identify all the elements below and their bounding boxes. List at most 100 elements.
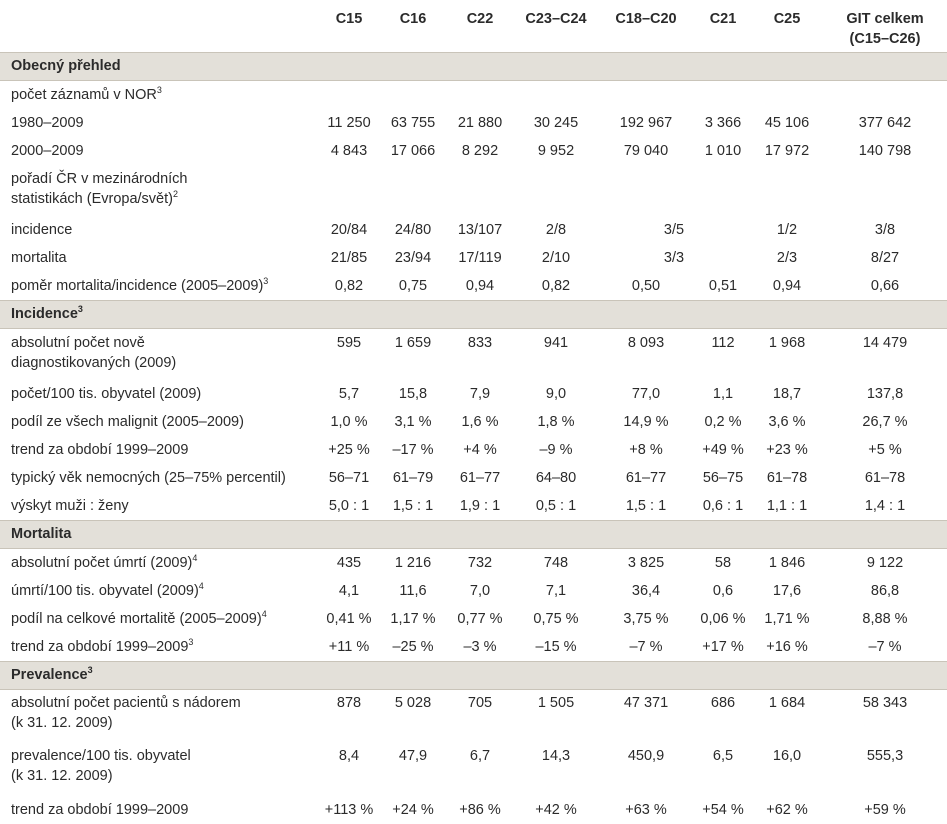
section-mortalita: Mortalita <box>0 519 947 549</box>
table-cell: +5 % <box>868 441 902 458</box>
table-cell: 941 <box>543 334 569 351</box>
table-cell: +25 % <box>328 441 370 458</box>
table-cell: 64–80 <box>535 469 577 486</box>
table-cell: –9 % <box>539 441 573 458</box>
table-cell: 7,0 <box>469 582 491 599</box>
row-label: trend za období 1999–2009 <box>11 441 189 458</box>
table-cell: +16 % <box>766 638 808 655</box>
table-cell: 3,75 % <box>623 610 669 627</box>
table-cell: 1 216 <box>394 554 432 571</box>
table-cell: 17 972 <box>764 142 810 159</box>
table-cell: 11,6 <box>399 582 427 599</box>
table-cell: 4,1 <box>338 582 360 599</box>
table-cell: 1,4 : 1 <box>864 497 906 514</box>
table-cell: 36,4 <box>631 582 661 599</box>
section-title: Mortalita <box>0 519 947 549</box>
table-cell: 1 968 <box>768 334 806 351</box>
table-cell: 1,1 : 1 <box>766 497 808 514</box>
row-label: absolutní počet úmrtí (2009)4 <box>0 548 317 577</box>
table-cell: –15 % <box>535 638 577 655</box>
table-row: absolutní počet úmrtí (2009)4 435 1 216 … <box>0 548 947 577</box>
table-row: pořadí ČR v mezinárodních statistikách (E… <box>0 165 947 216</box>
table-cell: 3/8 <box>874 221 896 238</box>
table-cell: 5 028 <box>394 694 432 711</box>
table-cell: 6,5 <box>712 747 734 764</box>
section-prevalence: Prevalence3 <box>0 660 947 690</box>
table-cell: +4 % <box>463 441 497 458</box>
table-cell: 17/119 <box>458 249 502 266</box>
table-row: počet/100 tis. obyvatel (2009) 5,7 15,8 … <box>0 380 947 408</box>
table-cell: 0,6 : 1 <box>702 497 744 514</box>
table-cell: 0,2 % <box>704 413 742 430</box>
table-cell: 1,6 % <box>461 413 499 430</box>
table-cell: +23 % <box>766 441 808 458</box>
table-cell: +17 % <box>702 638 744 655</box>
table-row: prevalence/100 tis. obyvatel (k 31. 12. 2… <box>0 743 947 796</box>
table-cell: 58 343 <box>862 694 908 711</box>
table-cell: 3 825 <box>627 554 665 571</box>
footnote-mark: 4 <box>198 580 204 591</box>
table-cell: 1 659 <box>394 334 432 351</box>
table-cell: 56–75 <box>702 469 744 486</box>
table-cell: 45 106 <box>764 114 810 131</box>
table-cell: 7,9 <box>469 385 491 402</box>
table-cell: 0,41 % <box>326 610 372 627</box>
footnote-mark: 3 <box>156 84 162 95</box>
table-cell: 1,5 : 1 <box>625 497 667 514</box>
table-cell: –3 % <box>463 638 497 655</box>
row-label: absolutní počet nově diagnostikovaných (2… <box>0 328 317 380</box>
row-label-text: poměr mortalita/incidence (2005–2009) <box>11 277 264 294</box>
table-cell: 79 040 <box>623 142 669 159</box>
row-label: prevalence/100 tis. obyvatel (k 31. 12. 2… <box>0 743 317 796</box>
section-title: Prevalence3 <box>0 660 947 690</box>
row-label: absolutní počet pacientů s nádorem (k 31.… <box>0 689 317 743</box>
table-cell: 8 292 <box>461 142 499 159</box>
table-cell: 2/8 <box>545 221 567 238</box>
table-row: výskyt muži : ženy 5,0 : 1 1,5 : 1 1,9 :… <box>0 492 947 521</box>
table-row: poměr mortalita/incidence (2005–2009)3 0… <box>0 272 947 301</box>
row-label-text: počet záznamů v NOR <box>11 86 157 103</box>
section-obecny-prehled: Obecný přehled <box>0 51 947 81</box>
footnote-mark: 4 <box>192 552 198 563</box>
table-cell: 14,3 <box>541 747 571 764</box>
table-row: 2000–2009 4 843 17 066 8 292 9 952 79 04… <box>0 137 947 165</box>
table-cell: 833 <box>467 334 493 351</box>
table-cell: 0,82 <box>541 277 571 294</box>
row-label-line1: prevalence/100 tis. obyvatel <box>11 747 191 764</box>
table-cell: 8 093 <box>627 334 665 351</box>
table-cell: 0,50 <box>631 277 661 294</box>
table-cell: 1 010 <box>704 142 742 159</box>
table-row: incidence 20/84 24/80 13/107 2/8 3/5 1/2… <box>0 216 947 244</box>
table-cell: 3 366 <box>704 114 742 131</box>
table-cell-merged: 3/5 <box>663 221 685 238</box>
table-row: absolutní počet nově diagnostikovaných (2… <box>0 328 947 380</box>
row-label: trend za období 1999–20093 <box>0 633 317 662</box>
table-cell: 77,0 <box>631 385 661 402</box>
table-cell: 0,75 <box>398 277 428 294</box>
table-cell: 0,06 % <box>700 610 746 627</box>
table-cell: –17 % <box>392 441 434 458</box>
table-cell: 8,88 % <box>862 610 908 627</box>
table-cell: 9 952 <box>537 142 575 159</box>
table-cell: –25 % <box>392 638 434 655</box>
table-cell: 0,77 % <box>457 610 503 627</box>
table-cell: 0,75 % <box>533 610 579 627</box>
table-cell: +11 % <box>328 638 370 655</box>
row-label-line1: absolutní počet nově <box>11 334 145 351</box>
table-cell: 435 <box>336 554 362 571</box>
section-title-text: Incidence <box>11 306 78 322</box>
table-cell: 47,9 <box>398 747 428 764</box>
row-label-line1: pořadí ČR v mezinárodních <box>11 170 188 187</box>
section-title: Incidence3 <box>0 299 947 329</box>
header-row: C15 C16 C22 C23–C24 C18–C20 C21 C25 GIT … <box>0 0 947 52</box>
section-incidence: Incidence3 <box>0 299 947 329</box>
section-title: Obecný přehled <box>0 51 947 81</box>
table-cell: 21/85 <box>330 249 368 266</box>
table-cell: –7 % <box>629 638 663 655</box>
footnote-mark: 4 <box>261 608 267 619</box>
row-label: poměr mortalita/incidence (2005–2009)3 <box>0 272 317 301</box>
table-cell: 555,3 <box>866 747 904 764</box>
table-cell: 137,8 <box>866 385 904 402</box>
row-label: výskyt muži : ženy <box>11 497 129 514</box>
table-cell: 705 <box>467 694 493 711</box>
